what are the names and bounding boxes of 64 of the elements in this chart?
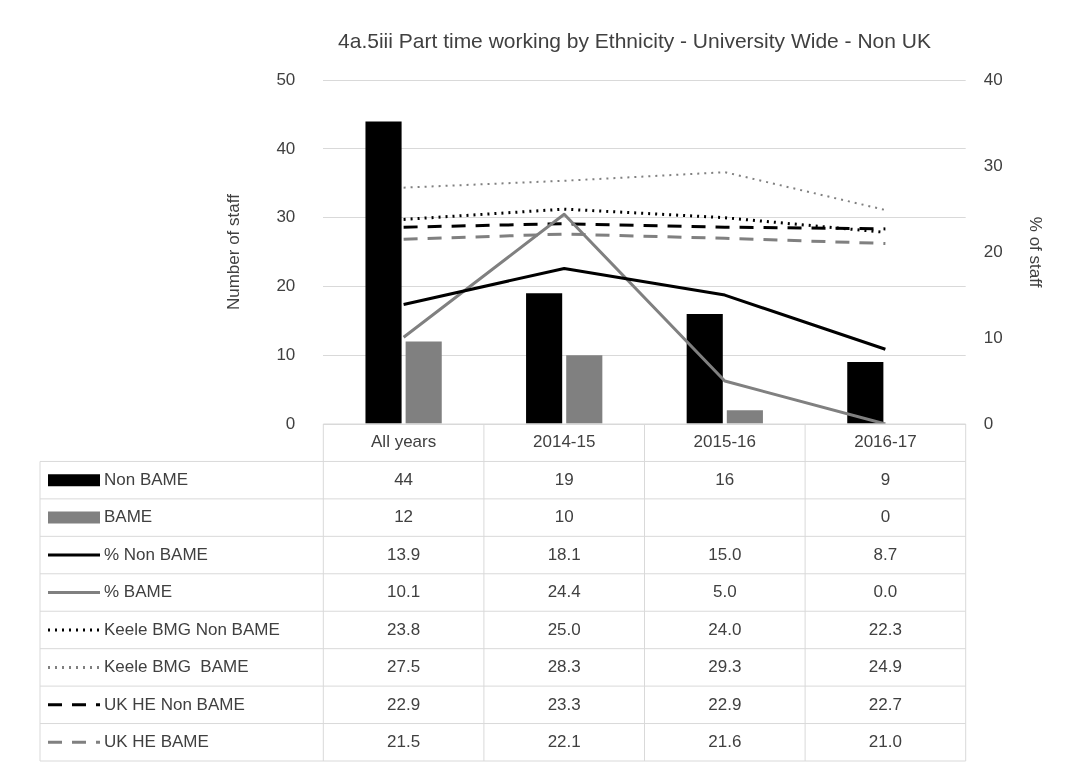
data-label: 21.5 [387, 731, 421, 751]
data-label: 19 [554, 469, 574, 489]
y-tick-label: 30 [276, 207, 296, 227]
data-label: 0 [880, 507, 891, 527]
data-label: 22.1 [547, 731, 581, 751]
data-label: 22.3 [868, 619, 902, 639]
data-label: 8.7 [873, 544, 898, 564]
chart-title: 4a.5iii Part time working by Ethnicity - University Wide - Non UK [338, 29, 931, 53]
data-label: 28.3 [547, 657, 581, 677]
data-label: 23.8 [387, 619, 421, 639]
legend-label: BAME [104, 507, 153, 527]
data-label: 22.9 [387, 694, 421, 714]
legend-label: % BAME [104, 582, 173, 602]
data-label: 22.7 [868, 694, 902, 714]
x-tick-label: 2015-16 [693, 432, 756, 452]
y-tick-label: 20 [276, 276, 296, 296]
data-label: 9 [880, 469, 891, 489]
data-label: 24.4 [547, 582, 581, 602]
y-axis-title: Number of staff [223, 193, 243, 311]
data-label: 16 [715, 469, 735, 489]
data-label: 24.9 [868, 657, 902, 677]
data-label: 21.0 [868, 731, 902, 751]
y-tick-label: 40 [276, 138, 296, 158]
x-tick-label: All years [371, 432, 437, 452]
x-tick-label: 2016-17 [854, 432, 917, 452]
y2-tick-label: 40 [983, 69, 1003, 89]
bar [726, 410, 763, 424]
legend-label: UK HE Non BAME [104, 694, 245, 714]
data-label: 10.1 [387, 582, 421, 602]
data-label: 15.0 [708, 544, 742, 564]
data-label: 0.0 [873, 582, 898, 602]
data-label: 22.9 [708, 694, 742, 714]
y-tick-label: 0 [285, 413, 296, 433]
data-label: 12 [394, 507, 414, 527]
bar [686, 313, 723, 424]
y-tick-label: 10 [276, 344, 296, 364]
y2-axis-title: % of staff [1026, 216, 1046, 288]
data-label: 44 [394, 469, 414, 489]
legend-label: % Non BAME [104, 544, 208, 564]
y2-tick-label: 0 [983, 413, 994, 433]
legend-label: Keele BMG BAME [104, 657, 249, 677]
data-label: 21.6 [708, 731, 742, 751]
bar [566, 355, 603, 424]
bar [847, 362, 884, 424]
data-label: 18.1 [547, 544, 581, 564]
data-label: 23.3 [547, 694, 581, 714]
data-label: 29.3 [708, 657, 742, 677]
y-tick-label: 50 [276, 69, 296, 89]
bar [405, 341, 442, 424]
data-label: 24.0 [708, 619, 742, 639]
x-tick-label: 2014-15 [533, 432, 596, 452]
data-label: 25.0 [547, 619, 581, 639]
y2-tick-label: 10 [983, 327, 1003, 347]
y2-tick-label: 20 [983, 241, 1003, 261]
y2-tick-label: 30 [983, 155, 1003, 175]
legend-label: UK HE BAME [104, 731, 209, 751]
legend-label: Non BAME [104, 469, 189, 489]
data-label: 5.0 [712, 582, 737, 602]
line-series [402, 171, 887, 211]
legend-label: Keele BMG Non BAME [104, 619, 280, 639]
bar [526, 293, 563, 424]
data-label: 27.5 [387, 657, 421, 677]
data-label: 13.9 [387, 544, 421, 564]
data-label: 10 [554, 507, 574, 527]
